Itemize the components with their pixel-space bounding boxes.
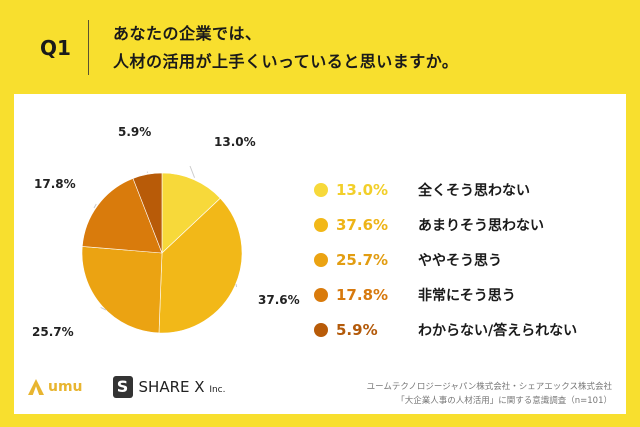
sharex-suffix: Inc. bbox=[209, 385, 226, 395]
legend-label: 非常にそう思う bbox=[418, 287, 516, 304]
credit-line-1: ユームテクノロジージャパン株式会社・シェアエックス株式会社 bbox=[366, 382, 612, 392]
legend-percent: 37.6% bbox=[336, 215, 389, 234]
umu-logo-icon bbox=[28, 379, 44, 395]
header-divider bbox=[88, 20, 89, 75]
sharex-logo: SHARE X Inc. bbox=[139, 378, 226, 396]
legend-label: ややそう思う bbox=[418, 252, 502, 269]
pie-slice bbox=[81, 178, 163, 254]
slice-label: 17.8% bbox=[34, 177, 76, 191]
pie-slice bbox=[81, 246, 163, 334]
logos: umu S SHARE X Inc. bbox=[28, 376, 226, 398]
legend-label: わからない/答えられない bbox=[418, 322, 578, 339]
legend-swatch bbox=[314, 217, 328, 232]
pie-chart: 13.0% 37.6% 25.7% 17.8% 5.9% bbox=[32, 125, 300, 339]
legend-swatch bbox=[314, 252, 328, 267]
pie-slice bbox=[161, 172, 221, 254]
legend-swatch bbox=[314, 182, 328, 197]
legend-percent: 5.9% bbox=[336, 320, 378, 339]
legend-label: あまりそう思わない bbox=[418, 217, 544, 234]
legend-percent: 13.0% bbox=[336, 180, 389, 199]
leader-line bbox=[93, 203, 97, 209]
source-credit: ユームテクノロジージャパン株式会社・シェアエックス株式会社 「大企業人事の人材活… bbox=[367, 380, 612, 408]
sharex-logo-icon: S bbox=[112, 376, 133, 398]
legend-percent: 17.8% bbox=[336, 285, 389, 304]
umu-logo: umu bbox=[48, 379, 83, 395]
title-line-1: あなたの企業では、 bbox=[113, 24, 262, 43]
slice-label: 5.9% bbox=[118, 125, 151, 139]
question-title: あなたの企業では、 人材の活用が上手くいっていると思いますか。 bbox=[113, 20, 458, 76]
slice-label: 37.6% bbox=[258, 293, 300, 307]
slice-label: 13.0% bbox=[214, 135, 256, 149]
question-number: Q1 bbox=[40, 36, 71, 60]
legend-item: 25.7% ややそう思う bbox=[314, 242, 577, 277]
legend-swatch bbox=[314, 322, 328, 337]
leader-line bbox=[189, 165, 196, 178]
leader-line bbox=[100, 306, 107, 311]
legend-item: 17.8% 非常にそう思う bbox=[314, 277, 577, 312]
legend-item: 13.0% 全くそう思わない bbox=[314, 172, 577, 207]
title-line-2: 人材の活用が上手くいっていると思いますか。 bbox=[113, 52, 459, 71]
legend-swatch bbox=[314, 287, 328, 302]
slice-label: 25.7% bbox=[32, 325, 74, 339]
legend-label: 全くそう思わない bbox=[418, 182, 530, 199]
pie-slice bbox=[158, 197, 243, 334]
legend-item: 37.6% あまりそう思わない bbox=[314, 207, 577, 242]
pie-slice bbox=[132, 172, 163, 254]
sharex-name: SHARE X bbox=[138, 378, 205, 396]
leader-line bbox=[235, 283, 238, 288]
legend-percent: 25.7% bbox=[336, 250, 389, 269]
credit-line-2: 「大企業人事の人材活用」に関する意識調査（n=101） bbox=[396, 396, 612, 406]
chart-panel: 13.0% 37.6% 25.7% 17.8% 5.9% 13.0% 全くそう思わない … bbox=[14, 94, 626, 414]
legend-item: 5.9% わからない/答えられない bbox=[314, 312, 577, 347]
legend: 13.0% 全くそう思わない 37.6% あまりそう思わない 25.7% ややそ… bbox=[314, 172, 577, 347]
